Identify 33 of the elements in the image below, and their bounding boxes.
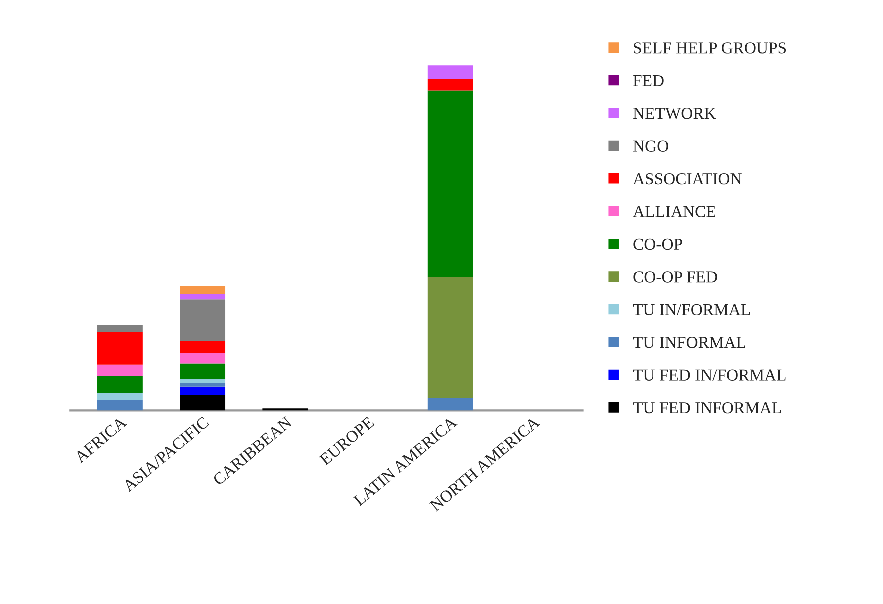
bar <box>180 353 226 364</box>
bar <box>97 400 143 411</box>
bar <box>180 379 226 384</box>
bar <box>97 393 143 400</box>
bar <box>180 395 226 411</box>
bar <box>97 364 143 376</box>
legend-label: NETWORK <box>634 108 716 120</box>
legend-label: ALLIANCE <box>633 206 716 218</box>
legend-label: NGO <box>634 140 668 152</box>
legend-label: TU FED INFORMAL <box>633 402 782 414</box>
bar <box>428 90 474 278</box>
bar <box>180 386 226 396</box>
legend-label: TU IN/FORMAL <box>633 304 750 316</box>
legend-label: CO-OP <box>634 238 682 250</box>
bar <box>180 294 226 300</box>
bar <box>97 376 143 394</box>
bar <box>180 364 226 380</box>
legend-label: TU INFORMAL <box>633 337 746 348</box>
bar <box>97 325 143 332</box>
bar <box>428 79 474 91</box>
legend-label: CO-OP FED <box>634 272 718 283</box>
bar <box>428 66 474 80</box>
bar <box>180 286 226 294</box>
legend-label: SELF HELP GROUPS <box>634 42 786 54</box>
legend-label: TU FED IN/FORMAL <box>633 370 786 381</box>
legend-label: ASSOCIATION <box>633 173 742 185</box>
bar <box>97 332 143 365</box>
bar <box>180 300 226 341</box>
bar <box>428 398 474 411</box>
legend-label: FED <box>634 75 664 86</box>
bar <box>180 341 226 354</box>
bar <box>180 383 226 387</box>
bar <box>428 277 474 398</box>
